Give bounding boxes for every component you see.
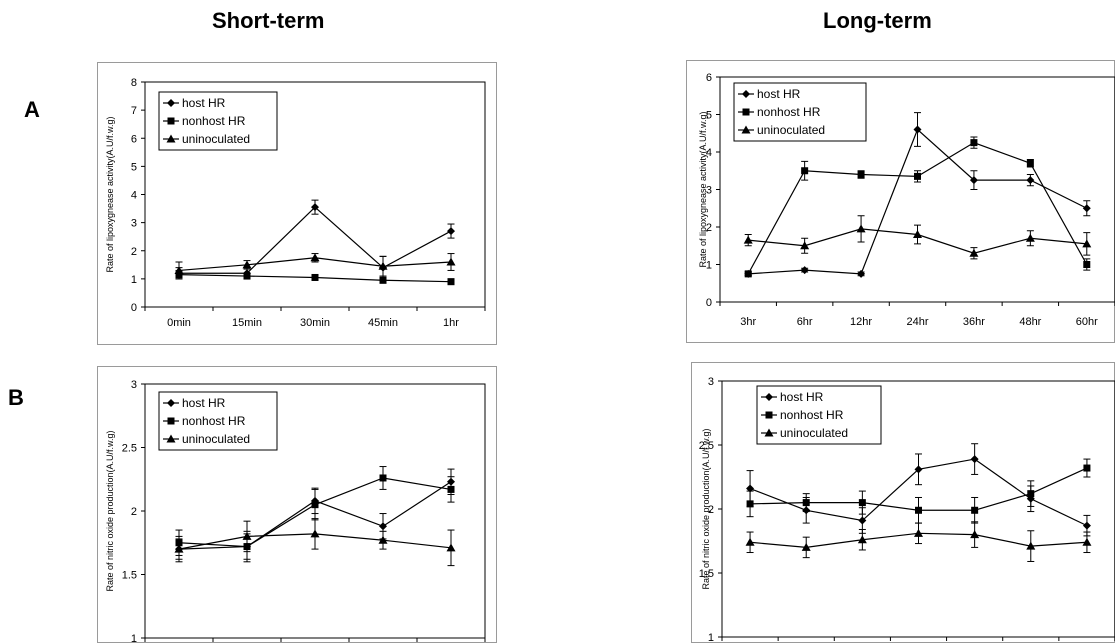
y-axis-label: Rate of lipoxygnease activity(A.U/f.w.g) [105,116,115,272]
legend-entry: host HR [757,87,801,101]
legend-marker [743,109,750,116]
data-point [244,273,251,280]
data-point [448,486,455,493]
legend: host HR nonhost HR uninoculated [159,92,277,150]
y-tick-label: 2 [131,506,137,518]
x-tick-label: 60hr [1076,316,1098,328]
chart-a-short-term: 0 1 2 3 4 5 6 7 8 0min 15min 30min 45min 1hr Rate of l… [97,62,497,345]
short-term-header: Short-term [212,8,324,34]
row-label-b: B [8,385,24,411]
x-tick-label: 36hr [963,316,985,328]
y-tick-label: 3 [708,376,714,388]
x-tick-label: 48hr [1019,316,1041,328]
legend-entry: host HR [182,96,226,110]
data-point [915,507,922,514]
data-point [971,507,978,514]
data-point [914,173,921,180]
y-tick-label: 1 [131,633,137,643]
x-tick-label: 0min [167,317,191,329]
y-tick-label: 1 [131,274,137,286]
y-axis-label: Rate of nitric oxide production(A.U/f.w.… [701,428,711,589]
legend: host HR nonhost HR uninoculated [159,392,277,450]
y-tick-label: 5 [131,161,137,173]
legend: host HR nonhost HR uninoculated [757,386,881,444]
legend-entry: nonhost HR [182,114,246,128]
data-point [380,474,387,481]
legend-marker [168,118,175,125]
chart-frame [692,363,1115,643]
data-point [1083,465,1090,472]
y-tick-label: 0 [706,297,712,309]
legend: host HR nonhost HR uninoculated [734,83,866,141]
data-point [312,274,319,281]
legend-entry: host HR [780,390,824,404]
data-point [970,139,977,146]
y-tick-label: 4 [131,190,137,202]
x-tick-label: 1hr [443,317,459,329]
y-tick-label: 3 [131,218,137,230]
y-axis-label: Rate of lipoxygnease activity(A.U/f.w.g) [698,111,708,267]
x-tick-label: 6hr [797,316,813,328]
y-tick-label: 7 [131,105,137,117]
legend-entry: nonhost HR [757,105,821,119]
data-point [745,270,752,277]
long-term-header: Long-term [823,8,932,34]
x-tick-label: 15min [232,317,262,329]
legend-marker [766,412,773,419]
data-point [1083,261,1090,268]
y-tick-label: 0 [131,302,137,314]
y-tick-label: 8 [131,77,137,89]
x-tick-label: 12hr [850,316,872,328]
data-point [801,167,808,174]
chart-b-long-term: 11.522.533hr6hr12hr24hr36hr48hr60hrRate … [691,362,1115,643]
data-point [380,277,387,284]
y-tick-label: 1.5 [122,570,137,582]
data-point [1027,490,1034,497]
y-tick-label: 6 [131,133,137,145]
x-tick-label: 45min [368,317,398,329]
legend-marker [168,418,175,425]
legend-entry: uninoculated [182,132,250,146]
legend-entry: uninoculated [182,432,250,446]
x-tick-label: 3hr [740,316,756,328]
y-tick-label: 3 [131,379,137,391]
row-label-a: A [24,97,40,123]
x-tick-label: 30min [300,317,330,329]
y-tick-label: 1 [708,632,714,643]
data-point [312,501,319,508]
chart-frame [98,63,497,345]
y-axis-label: Rate of nitric oxide production(A.U/f.w.… [105,430,115,591]
data-point [448,278,455,285]
data-point [859,499,866,506]
data-point [747,500,754,507]
data-point [803,499,810,506]
legend-entry: nonhost HR [780,408,844,422]
data-point [858,171,865,178]
legend-entry: nonhost HR [182,414,246,428]
y-tick-label: 2.5 [122,443,137,455]
legend-entry: host HR [182,396,226,410]
chart-b-short-term: 11.522.530min15min30min45min1hrRate of n… [97,366,497,643]
y-tick-label: 2 [131,246,137,258]
data-point [1027,160,1034,167]
chart-frame [98,367,497,643]
y-tick-label: 6 [706,72,712,84]
legend-entry: uninoculated [757,123,825,137]
x-tick-label: 24hr [906,316,928,328]
chart-a-long-term: 0 1 2 3 4 5 6 3hr 6hr 12hr 24hr 36hr 48hr 60hr Rate of… [686,60,1115,343]
legend-entry: uninoculated [780,426,848,440]
